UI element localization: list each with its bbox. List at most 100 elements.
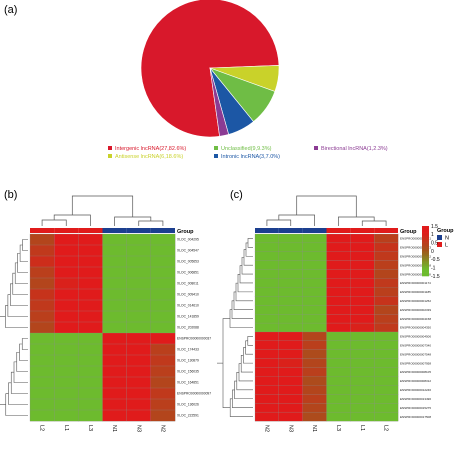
color-scale-tick: 1.5	[431, 224, 438, 230]
heat-cell	[29, 376, 55, 389]
panel-label-a: (a)	[4, 4, 17, 16]
heat-cell	[302, 394, 327, 404]
heat-cell	[102, 409, 127, 422]
legend-group-label-L: L	[445, 243, 448, 249]
heat-cell	[102, 332, 127, 345]
color-scale-step	[422, 272, 429, 275]
heat-cell	[254, 349, 280, 359]
color-scale-step	[422, 274, 429, 277]
heat-cell	[102, 354, 127, 367]
heat-cell	[278, 331, 303, 342]
heat-cell	[78, 376, 103, 389]
heat-cell	[29, 233, 55, 246]
color-scale-step	[422, 236, 429, 238]
heat-cell	[126, 255, 152, 268]
heat-cell	[326, 260, 351, 270]
heat-cell	[374, 296, 399, 306]
heat-cell	[278, 305, 303, 315]
heat-cell	[78, 266, 103, 279]
heat-cell	[150, 299, 176, 312]
heat-cell	[78, 354, 103, 367]
row-label: XLOC_141859	[177, 315, 199, 319]
heat-cell	[29, 277, 55, 290]
legend-label-unclassified: Unclassified(9,9.3%)	[221, 146, 272, 152]
heat-cell	[102, 398, 127, 411]
row-dendrogram	[0, 239, 28, 416]
heat-cell	[254, 385, 280, 395]
color-scale-step	[422, 249, 429, 252]
heat-cell	[302, 314, 327, 324]
heat-cell	[54, 332, 79, 345]
heat-cell	[102, 376, 127, 389]
heat-cell	[102, 365, 127, 378]
heat-cell	[29, 288, 55, 301]
row-label: ENSPRO00000004506	[400, 335, 431, 339]
row-label: XLOC_006851	[177, 271, 199, 275]
heat-cell	[326, 305, 351, 315]
heat-cell	[302, 305, 327, 315]
heat-cell	[278, 376, 303, 386]
row-label: ENSPRO00000007958	[400, 361, 431, 365]
heat-cell	[374, 385, 399, 395]
heat-cell	[102, 299, 127, 312]
heat-cell	[350, 349, 375, 359]
color-scale-step	[422, 239, 429, 242]
heatmap-legend: Group NL 1.5 1 0.5 0 -0.5 -1 -1.5	[422, 224, 454, 280]
heat-cell	[374, 358, 399, 368]
group-cell-L3	[326, 228, 351, 233]
heat-cell	[254, 331, 280, 342]
row-label: XLOC_174433	[177, 348, 199, 352]
heat-cell	[54, 398, 79, 411]
heat-cell	[350, 411, 375, 422]
color-scale-step	[422, 234, 429, 237]
heat-cell	[326, 411, 351, 422]
color-scale-step	[422, 266, 429, 268]
heat-cell	[326, 278, 351, 288]
row-label: XLOC_005653	[177, 260, 199, 264]
heat-cell	[78, 277, 103, 290]
color-scale-step	[422, 227, 429, 230]
heat-cell	[278, 314, 303, 324]
heat-cell	[254, 233, 280, 244]
column-label: L2	[383, 425, 389, 431]
heat-cell	[278, 251, 303, 262]
heat-cell	[326, 314, 351, 324]
color-scale-tick: -1	[431, 265, 436, 271]
heat-cell	[302, 349, 327, 359]
heat-cell	[278, 242, 303, 253]
color-scale-tick: 1	[431, 232, 434, 238]
heat-cell	[326, 367, 351, 377]
column-label: N2	[263, 425, 269, 432]
legend-group-swatch-L	[437, 242, 442, 247]
column-label: N1	[311, 425, 317, 432]
heat-cell	[278, 233, 303, 244]
row-label: ENSPRO00000013496	[400, 397, 431, 401]
row-label: ENSPRO00000000723	[400, 246, 431, 250]
column-label: N2	[159, 425, 165, 432]
heat-cell	[126, 233, 152, 246]
heat-cell	[29, 321, 55, 334]
row-label: ENSPRO00000008105	[400, 370, 431, 374]
heat-cell	[126, 277, 152, 290]
row-label: ENSPRO00000000732	[400, 254, 431, 258]
heat-cell	[102, 387, 127, 400]
heat-cell	[254, 251, 280, 262]
color-scale-tick: -0.5	[431, 257, 440, 263]
heat-cell	[278, 287, 303, 297]
heat-cell	[78, 321, 103, 334]
legend-label-intronic: Intronic lncRNA(3,7.0%)	[221, 154, 280, 160]
heat-cell	[326, 296, 351, 306]
heat-cell	[302, 367, 327, 377]
pie-legend: Intergenic lncRNA(27,82.6%) Unclassified(…	[108, 146, 388, 160]
heat-cell	[78, 343, 103, 356]
heat-cell	[54, 288, 79, 301]
heat-cell	[254, 314, 280, 324]
heat-cell	[254, 411, 280, 422]
color-scale-step	[422, 241, 429, 243]
row-label: ENSPRO00000002339	[400, 308, 431, 312]
heat-cell	[326, 349, 351, 359]
pie-slice-bidirectional	[209, 67, 230, 137]
heat-cell	[78, 255, 103, 268]
heat-cell	[102, 233, 127, 246]
heat-cell	[254, 278, 280, 288]
